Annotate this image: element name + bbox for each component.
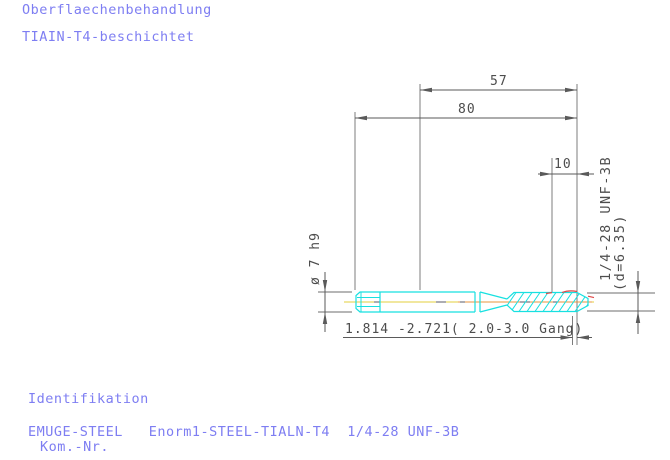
tool-shank	[380, 291, 481, 313]
dim-57-label: 57	[490, 74, 508, 89]
dim-chamfer-lead: 1.814 -2.721( 2.0-3.0 Gang)	[343, 322, 592, 340]
identification-title: Identifikation	[28, 391, 149, 407]
tool-thread	[506, 290, 595, 313]
surface-treatment-title: Oberflaechenbehandlung	[22, 2, 212, 18]
dim-shank-diameter: ø 7 h9	[308, 232, 328, 332]
dim-thread-section-length: 57	[420, 74, 577, 93]
tool-square-drive	[355, 291, 381, 313]
dim-80-label: 80	[458, 102, 476, 117]
thread-spec-label: 1/4-28 UNF-3B	[598, 156, 614, 281]
chamfer-lead-label: 1.814 -2.721( 2.0-3.0 Gang)	[345, 322, 583, 337]
thread-flutes	[507, 292, 588, 312]
dim-thread-diameter: 1/4-28 UNF-3B (d=6.35)	[598, 156, 641, 334]
dim-tip-length: 10	[538, 157, 594, 177]
identification-line-2: Kom.-Nr.	[40, 439, 110, 455]
dim-overall-length: 80	[355, 102, 577, 121]
identification-line-1: EMUGE-STEEL Enorm1-STEEL-TIALN-T4 1/4-28…	[28, 424, 460, 440]
tool-neck	[479, 291, 508, 313]
thread-diameter-label: (d=6.35)	[612, 214, 628, 291]
surface-treatment-value: TIAIN-T4-beschichtet	[22, 29, 195, 45]
thread-highlight-marks	[545, 290, 595, 299]
dim-10-label: 10	[554, 157, 572, 172]
dim-shank-diameter-label: ø 7 h9	[308, 232, 323, 285]
